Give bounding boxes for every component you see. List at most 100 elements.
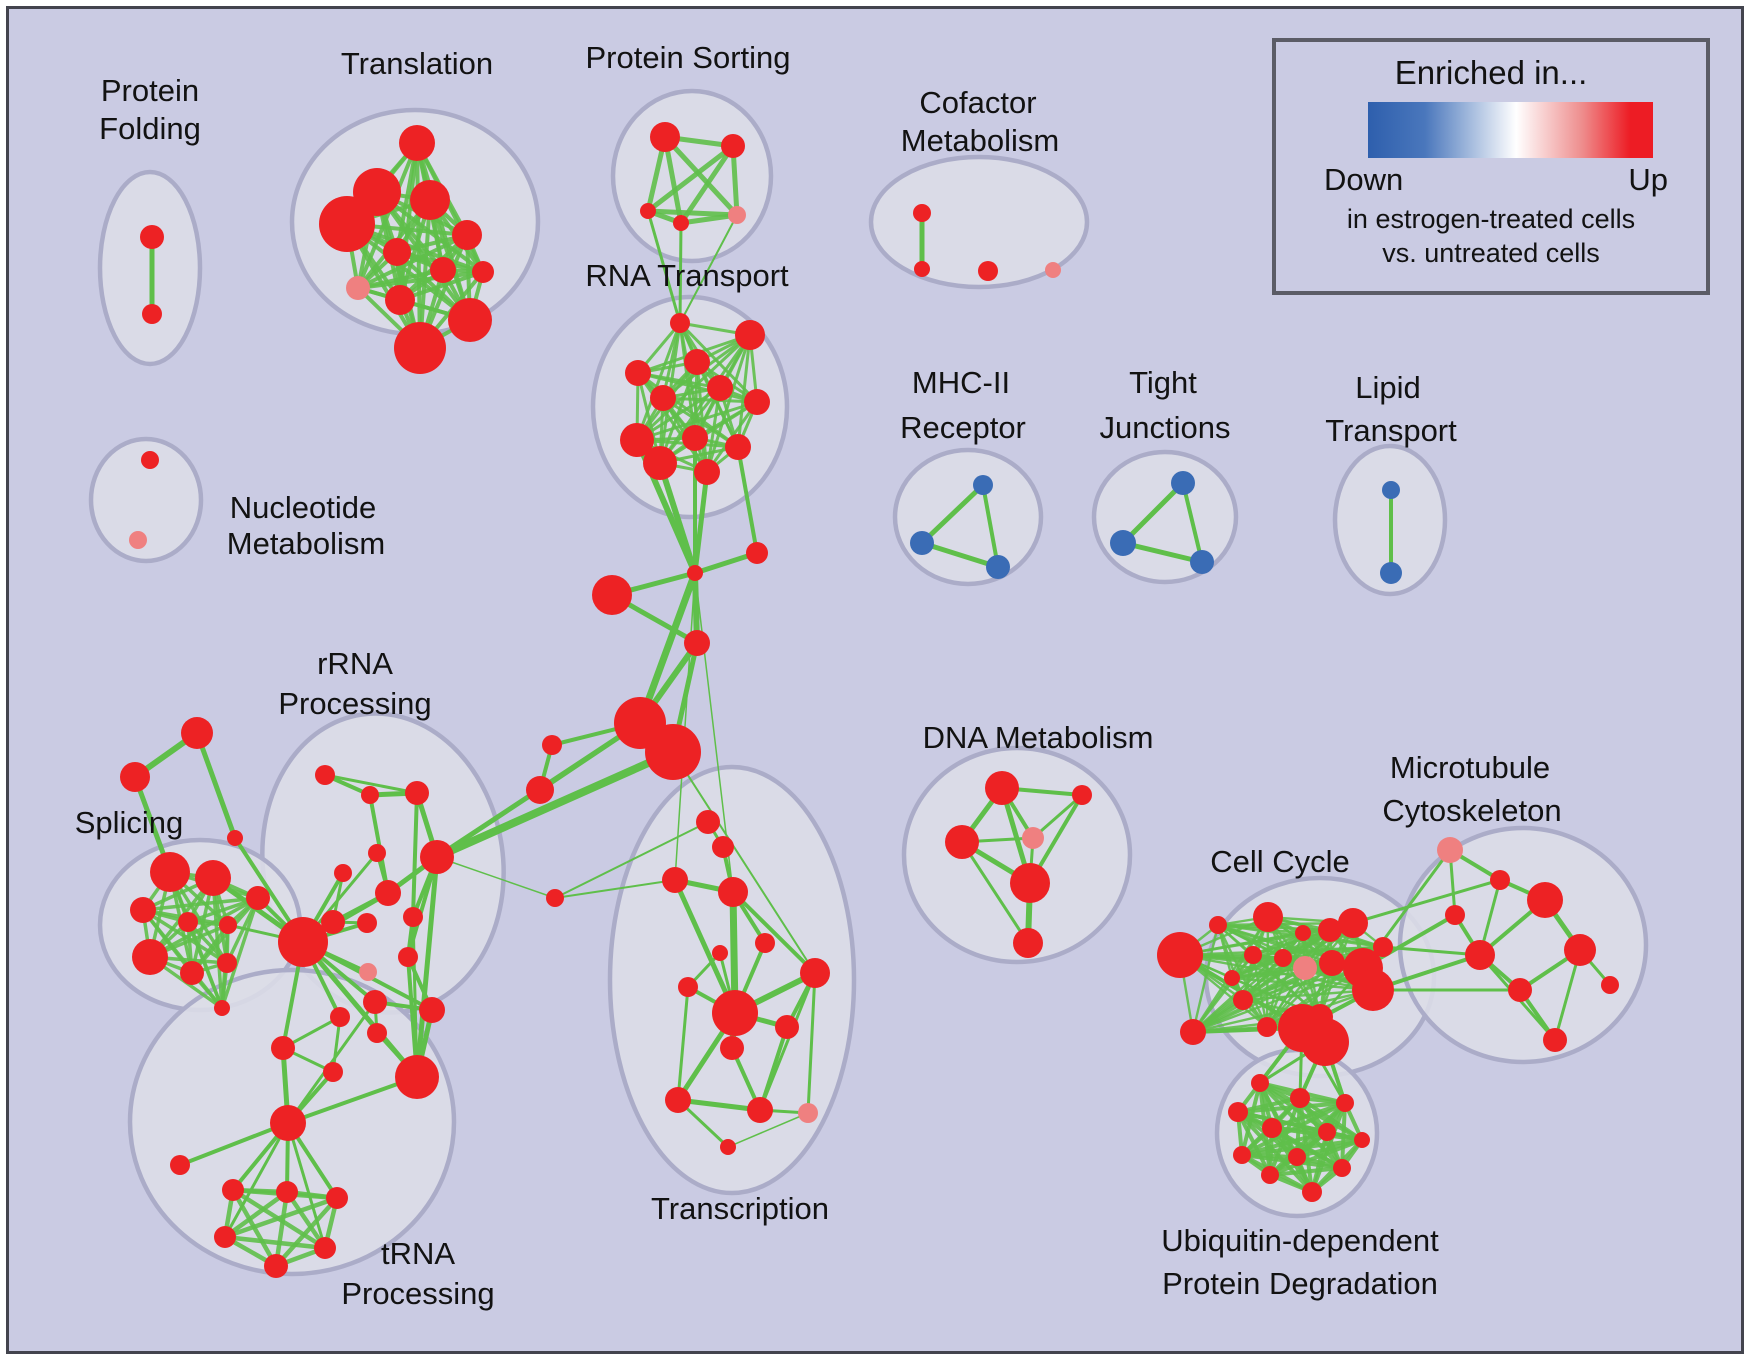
network-node-t5 — [452, 220, 482, 250]
network-edge — [284, 1189, 328, 1251]
label-microtubule-2: Cytoskeleton — [1382, 793, 1561, 828]
network-edge — [186, 920, 224, 1010]
network-node-mt4 — [1445, 905, 1465, 925]
label-microtubule-1: Microtubule — [1390, 750, 1550, 785]
network-node-bg2 — [645, 724, 701, 780]
network-edge — [1265, 961, 1334, 1029]
network-node-sp8 — [217, 953, 237, 973]
network-node-r3 — [684, 349, 710, 375]
network-edge — [635, 400, 759, 442]
network-edge — [411, 791, 419, 919]
network-edge — [1241, 931, 1305, 1002]
network-node-c6 — [1293, 956, 1317, 980]
network-node-rr2 — [361, 786, 379, 804]
network-node-rr14 — [330, 1007, 350, 1027]
network-node-u1 — [1251, 1074, 1269, 1092]
label-rna-transport: RNA Transport — [585, 258, 789, 293]
network-node-d5 — [1013, 928, 1043, 958]
network-edge — [1216, 923, 1234, 980]
network-node-tn1 — [222, 1179, 244, 1201]
network-edge — [672, 877, 738, 1016]
network-node-bl3 — [546, 889, 564, 907]
label-splicing: Splicing — [75, 805, 184, 840]
network-edge — [356, 270, 485, 290]
network-node-tc3 — [662, 867, 688, 893]
network-edge — [286, 1075, 419, 1125]
network-node-u2 — [1290, 1088, 1310, 1108]
network-node-j2 — [1110, 530, 1136, 556]
label-rrna-1: rRNA — [317, 646, 393, 681]
network-node-rr9 — [403, 907, 423, 927]
network-edge — [1181, 481, 1204, 564]
label-mhc-1: MHC-II — [912, 365, 1010, 400]
network-node-cf3 — [978, 261, 998, 281]
network-node-rr16 — [419, 997, 445, 1023]
network-node-c4 — [1244, 946, 1262, 964]
network-edge — [676, 985, 690, 1102]
network-node-n2 — [129, 531, 147, 549]
network-node-j1 — [1171, 471, 1195, 495]
network-node-tc10 — [800, 958, 830, 988]
network-node-br2 — [746, 542, 768, 564]
network-node-rr20 — [323, 1062, 343, 1082]
cluster-ellipse-cofactor-metabolism — [868, 154, 1090, 290]
network-node-sp7 — [180, 961, 204, 985]
network-edge — [1240, 1138, 1364, 1157]
network-node-u10 — [1333, 1159, 1351, 1177]
legend-note-line1: in estrogen-treated cells — [1346, 204, 1636, 234]
network-node-t12 — [472, 261, 494, 283]
network-node-c14 — [1352, 969, 1394, 1011]
network-node-mt3 — [1527, 882, 1563, 918]
network-node-u8 — [1233, 1146, 1251, 1164]
network-edge — [178, 1121, 290, 1167]
network-node-pf2 — [142, 304, 162, 324]
network-edge — [1191, 923, 1220, 1034]
network-node-rr3 — [405, 781, 429, 805]
network-node-tn5 — [314, 1237, 336, 1259]
network-node-u7 — [1354, 1132, 1370, 1148]
network-node-r2 — [735, 320, 765, 350]
network-node-mt5 — [1465, 940, 1495, 970]
network-edge — [1120, 540, 1205, 565]
network-node-d1 — [985, 771, 1019, 805]
network-node-sp4 — [178, 912, 198, 932]
network-edge — [674, 572, 696, 881]
network-node-u12 — [1302, 1182, 1322, 1202]
network-node-sp10 — [214, 1000, 230, 1016]
network-node-r5 — [707, 375, 733, 401]
network-node-m3 — [986, 555, 1010, 579]
network-node-r8 — [682, 425, 708, 451]
label-protein-folding-2: Folding — [99, 111, 201, 146]
network-node-r4 — [625, 360, 651, 386]
network-node-tc5 — [712, 945, 728, 961]
network-node-c5 — [1274, 949, 1292, 967]
network-node-tc11 — [775, 1015, 799, 1039]
network-node-rr10 — [278, 917, 328, 967]
network-edge — [194, 730, 238, 841]
network-node-u9 — [1288, 1148, 1306, 1166]
label-nucleotide-2: Metabolism — [227, 526, 386, 561]
network-node-tc1 — [696, 810, 720, 834]
network-node-ps1 — [650, 122, 680, 152]
network-edge — [220, 896, 260, 1010]
network-node-t3 — [410, 180, 450, 220]
network-node-tc15 — [720, 1139, 736, 1155]
network-edge — [148, 896, 260, 959]
label-rrna-2: Processing — [278, 686, 431, 721]
network-node-rr15 — [363, 990, 387, 1014]
network-edge — [705, 333, 752, 474]
network-node-sp3 — [130, 897, 156, 923]
network-node-sp9 — [246, 886, 270, 910]
network-node-n1 — [141, 451, 159, 469]
network-node-t8 — [346, 276, 370, 300]
network-node-mt1 — [1437, 837, 1463, 863]
label-mhc-2: Receptor — [900, 410, 1026, 445]
network-edge — [1351, 878, 1502, 925]
network-node-sp6 — [132, 939, 168, 975]
network-node-c9 — [1295, 925, 1311, 941]
network-edge — [1241, 988, 1375, 1002]
cluster-ellipse-microtubule-cytoskeleton — [1397, 825, 1649, 1065]
label-trna-2: Processing — [341, 1276, 494, 1311]
